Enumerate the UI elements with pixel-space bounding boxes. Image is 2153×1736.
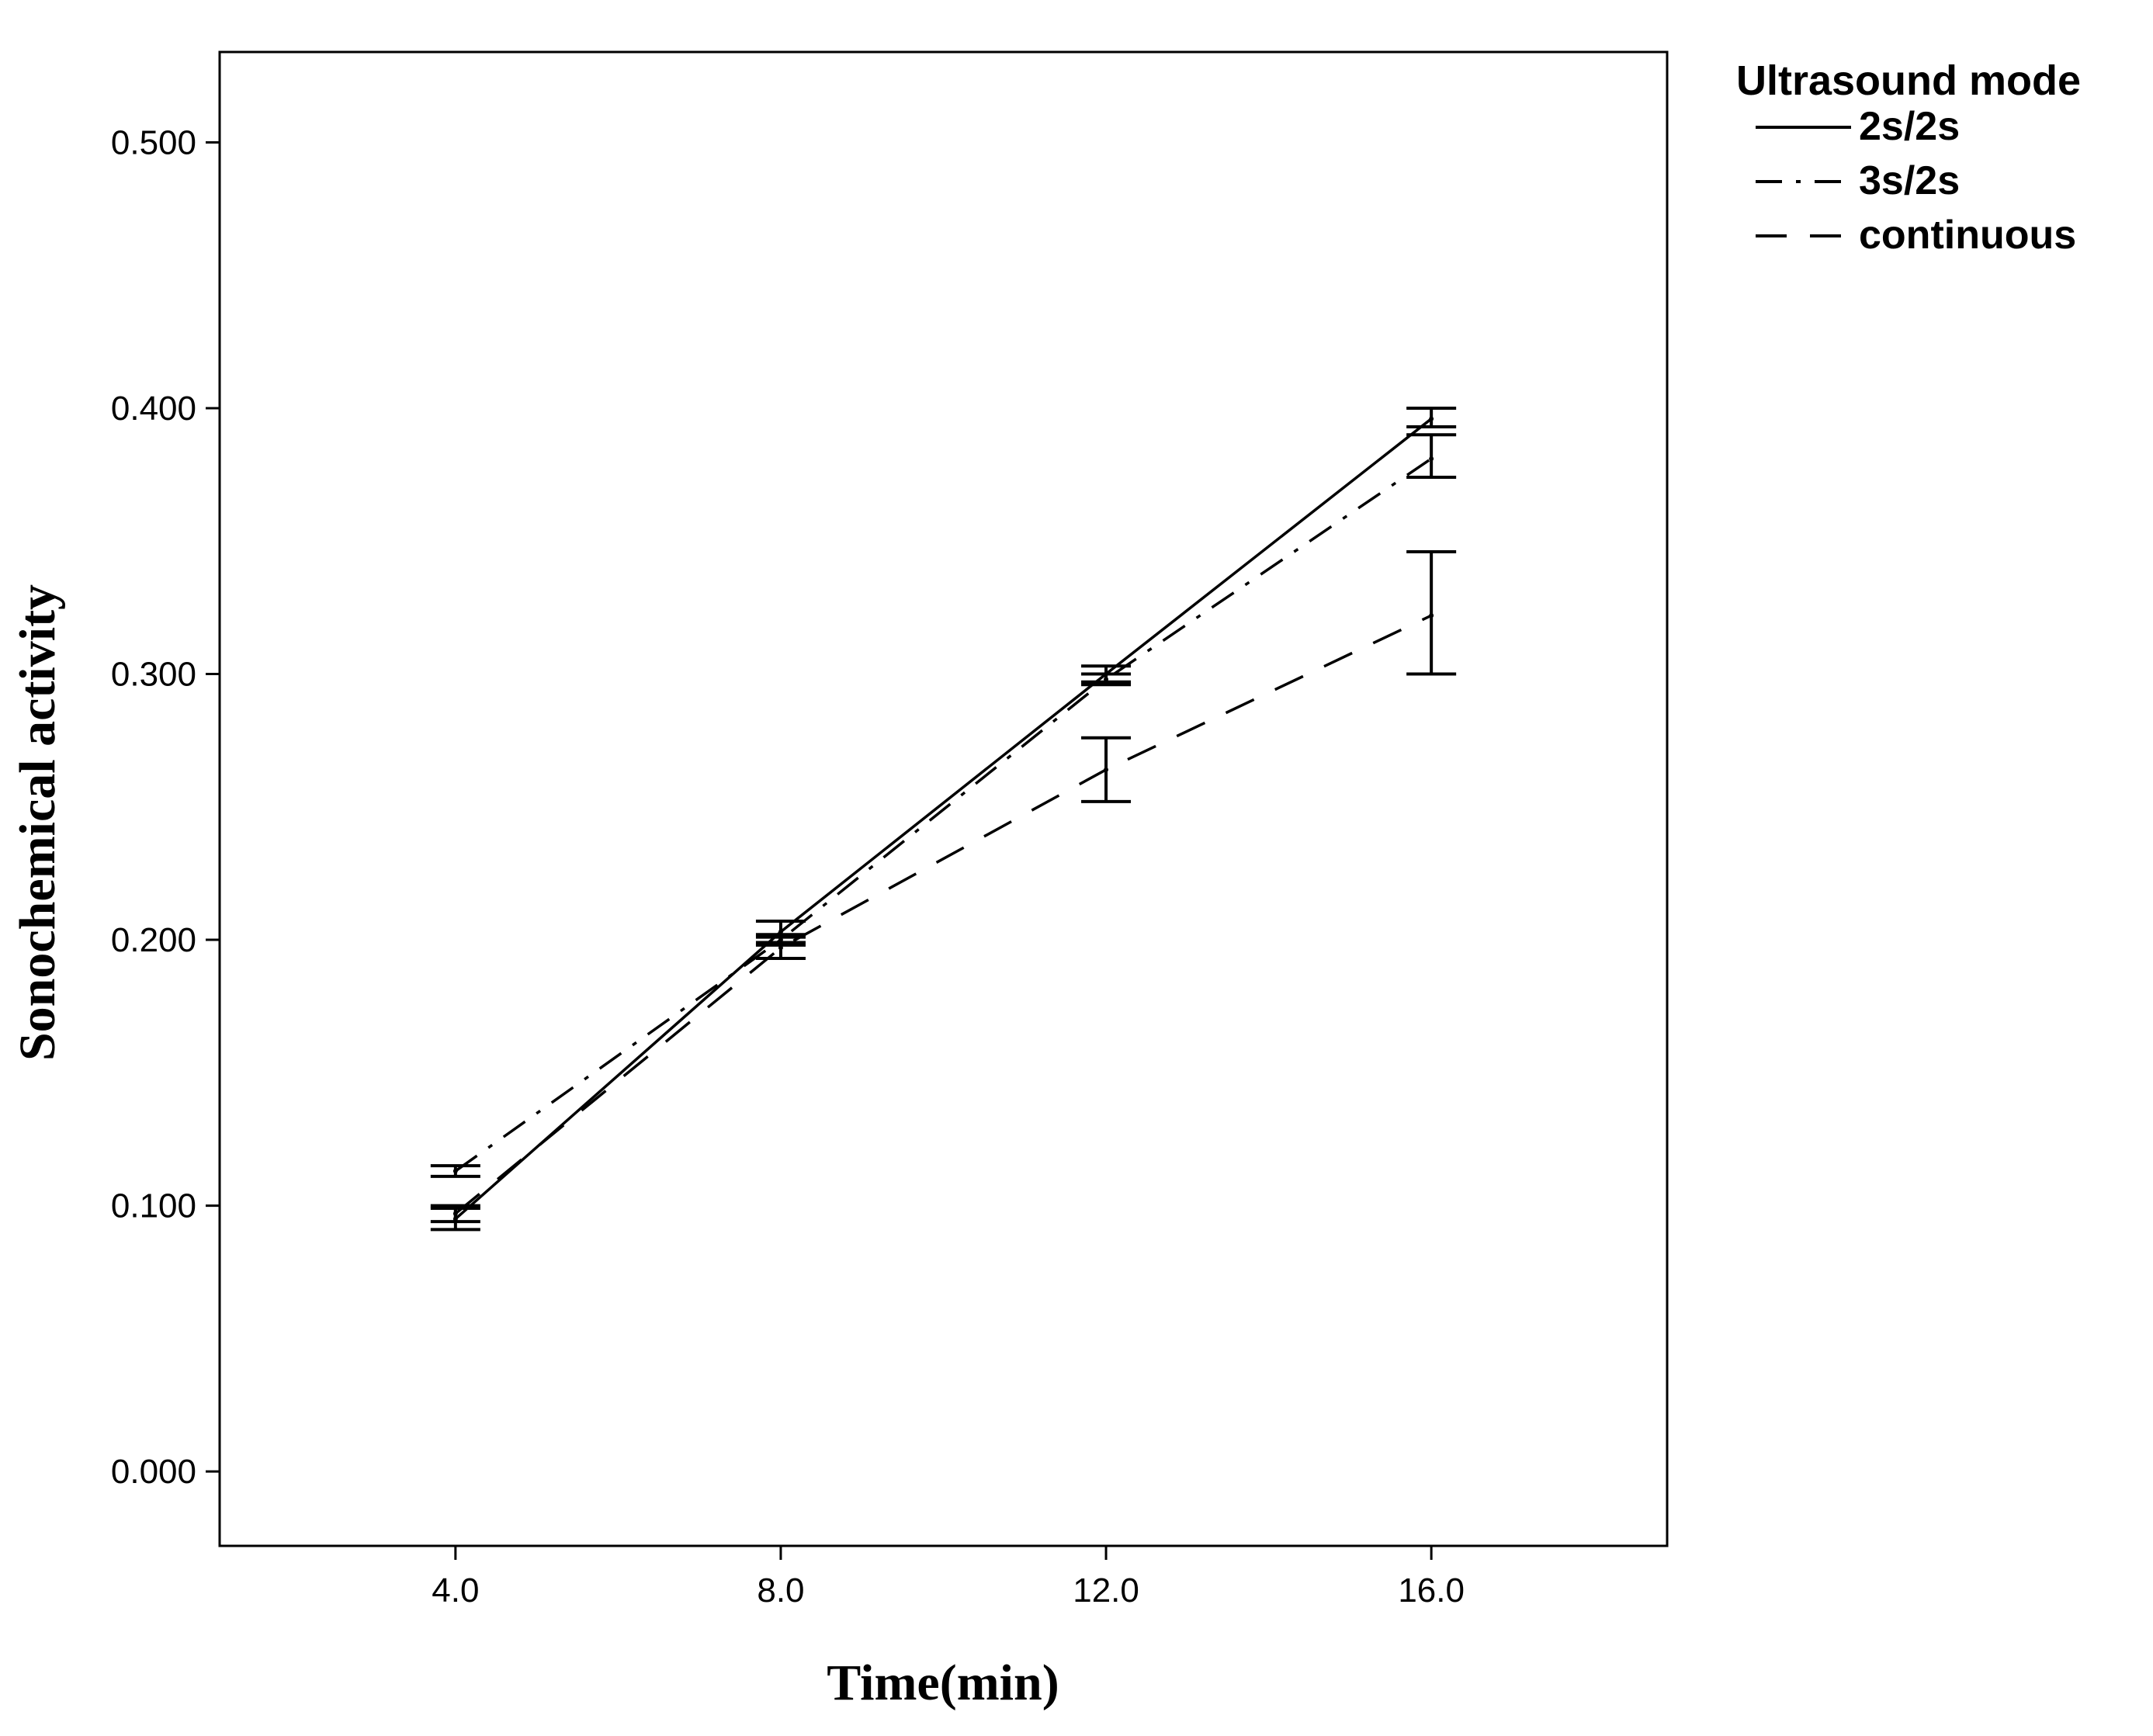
data-point [452,1169,458,1174]
y-axis: 0.000 0.100 0.200 0.300 0.400 0.500 [111,123,220,1491]
series-line [454,418,1433,1221]
data-point [1104,767,1109,772]
series-continuous [430,549,1457,1224]
data-point [452,1211,458,1216]
x-axis: 4.0 8.0 12.0 16.0 [432,1546,1465,1610]
y-tick-label: 0.100 [111,1187,196,1225]
y-tick-label: 0.300 [111,656,196,694]
legend-label: 2s/2s [1859,104,1960,149]
legend-label: 3s/2s [1859,158,1960,203]
y-tick-label: 0.400 [111,390,196,428]
legend-items: 2s/2s 3s/2s continuous [1756,104,2076,258]
x-tick-label: 12.0 [1073,1571,1139,1610]
plot-frame [218,50,1669,1547]
legend-label: continuous [1859,213,2076,258]
series-3s-2s [430,433,1457,1178]
x-tick-label: 4.0 [432,1571,479,1610]
series-layer [430,406,1457,1232]
series-line [454,614,1432,1215]
data-point [778,945,783,951]
x-tick-label: 16.0 [1398,1571,1465,1610]
plot-area [218,50,1669,1547]
data-point [1429,416,1434,421]
data-point [1429,613,1434,619]
y-tick-label: 0.200 [111,921,196,959]
y-axis-title: Sonochemical activity [9,584,66,1061]
legend: Ultrasound mode 2s/2s 3s/2s continuous [1736,57,2081,258]
data-point [1104,677,1109,682]
x-axis-title: Time(min) [827,1655,1059,1711]
legend-title: Ultrasound mode [1736,57,2081,104]
series-line [454,457,1433,1173]
x-tick-label: 8.0 [757,1571,804,1610]
data-point [1429,456,1434,462]
y-tick-label: 0.500 [111,123,196,161]
series-2s-2s [430,406,1457,1232]
y-tick-label: 0.000 [111,1453,196,1491]
